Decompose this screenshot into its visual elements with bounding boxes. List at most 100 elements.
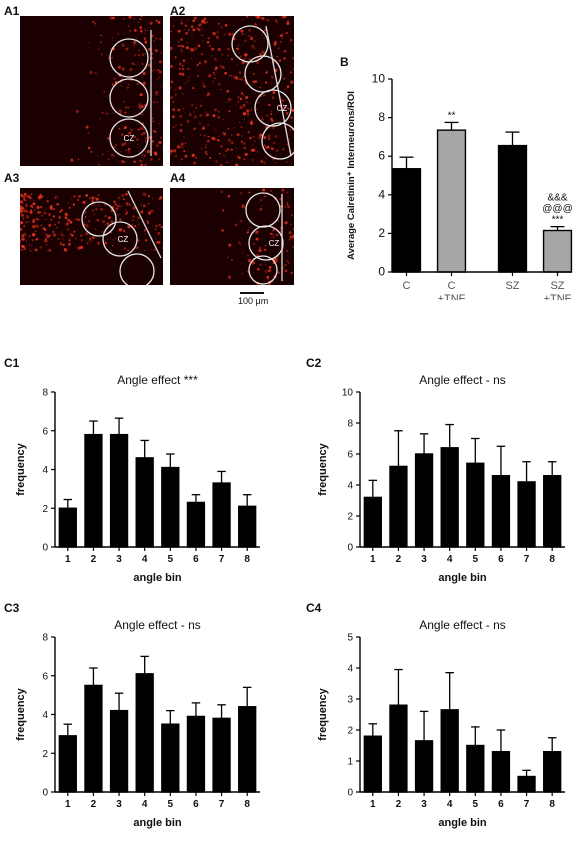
b-significance-label: ** bbox=[448, 110, 456, 121]
c3-bar bbox=[161, 723, 180, 793]
c4-xtick-label: 8 bbox=[549, 799, 555, 810]
c2-ytick-label: 6 bbox=[347, 450, 353, 461]
c4-bar bbox=[440, 709, 459, 793]
c4-bar bbox=[491, 750, 511, 793]
c1-ytick-label: 8 bbox=[42, 388, 48, 399]
c3-bar bbox=[84, 684, 103, 793]
c1-bar bbox=[238, 505, 257, 548]
b-xtick-label-line2: +TNF bbox=[438, 293, 466, 300]
c3-xtick-label: 3 bbox=[116, 799, 122, 810]
c1-ytick-label: 6 bbox=[42, 426, 48, 437]
c4-ytick-label: 2 bbox=[347, 726, 353, 737]
c2-ytick-label: 8 bbox=[347, 419, 353, 430]
c1-bar bbox=[84, 433, 103, 548]
c1-ytick-label: 0 bbox=[42, 543, 48, 554]
c1-xtick-label: 5 bbox=[168, 554, 174, 565]
panel-label-a4: A4 bbox=[170, 171, 186, 185]
c3-ytick-label: 6 bbox=[42, 671, 48, 682]
c1-title: Angle effect *** bbox=[117, 373, 198, 387]
panel-label-c3: C3 bbox=[4, 601, 20, 615]
c2-xlabel: angle bin bbox=[438, 572, 487, 584]
b-ytick-label: 4 bbox=[378, 187, 385, 201]
scale-bar-line bbox=[240, 292, 264, 294]
micrograph-a2: CZ bbox=[170, 16, 294, 166]
c1-xtick-label: 8 bbox=[244, 554, 250, 565]
c4-bar bbox=[517, 775, 536, 793]
c4-ytick-label: 1 bbox=[347, 757, 353, 768]
c3-bar bbox=[109, 709, 129, 793]
c4-bar bbox=[543, 750, 562, 793]
b-ylabel: Average Calretinin⁺ Interneurons/ROI bbox=[346, 91, 357, 260]
c2-xtick-label: 2 bbox=[396, 554, 402, 565]
b-bar bbox=[436, 129, 467, 273]
chart-c4: 0 1 2 3 4 5 1 2 3 4 5 6 7 8 Angle effect - ns angle bin… bbox=[317, 618, 565, 829]
c4-title: Angle effect - ns bbox=[419, 618, 506, 632]
roi-label-a2: CZ bbox=[277, 104, 288, 113]
c2-bar bbox=[517, 481, 536, 548]
c2-xtick-label: 7 bbox=[524, 554, 530, 565]
c3-xlabel: angle bin bbox=[133, 817, 182, 829]
c1-bar bbox=[135, 457, 154, 548]
b-ytick-label: 2 bbox=[378, 226, 385, 240]
c2-ytick-label: 0 bbox=[347, 543, 353, 554]
panel-label-a1: A1 bbox=[4, 4, 20, 18]
b-bar bbox=[497, 144, 528, 273]
c3-xtick-label: 6 bbox=[193, 799, 199, 810]
c2-ytick-label: 4 bbox=[347, 481, 353, 492]
c2-bar bbox=[543, 474, 562, 548]
c4-bar bbox=[389, 704, 408, 793]
panel-label-a2: A2 bbox=[170, 4, 186, 18]
c2-bar bbox=[466, 462, 485, 548]
c1-xtick-label: 2 bbox=[91, 554, 97, 565]
c4-bar bbox=[466, 744, 485, 793]
c1-bar bbox=[212, 482, 231, 548]
b-xtick-label: SZ bbox=[550, 280, 564, 292]
panel-label-a3: A3 bbox=[4, 171, 20, 185]
c2-xtick-label: 6 bbox=[498, 554, 504, 565]
c3-ytick-label: 8 bbox=[42, 633, 48, 644]
c4-xtick-label: 3 bbox=[421, 799, 427, 810]
panel-label-c1: C1 bbox=[4, 356, 20, 370]
b-ytick-label: 10 bbox=[372, 72, 386, 86]
c3-bar bbox=[58, 735, 77, 793]
c4-xtick-label: 6 bbox=[498, 799, 504, 810]
c2-ylabel: frequency bbox=[317, 442, 329, 495]
c3-title: Angle effect - ns bbox=[114, 618, 201, 632]
micrograph-a4-image: CZ bbox=[220, 188, 294, 285]
micrograph-a1-image: CZ bbox=[70, 16, 163, 166]
c2-xtick-label: 5 bbox=[473, 554, 479, 565]
c2-bar bbox=[491, 474, 511, 548]
c2-xtick-label: 8 bbox=[549, 554, 555, 565]
roi-label-a4: CZ bbox=[269, 239, 280, 248]
c2-bar bbox=[440, 447, 459, 548]
c1-bar bbox=[186, 501, 206, 548]
c2-ytick-label: 2 bbox=[347, 512, 353, 523]
b-xtick-label: C bbox=[403, 280, 411, 292]
panel-label-b: B bbox=[340, 55, 349, 69]
chart-c1: 0 2 4 6 8 1 2 3 4 5 6 7 8 Angle effect *** angle bin fr… bbox=[15, 373, 260, 584]
c3-ytick-label: 4 bbox=[42, 710, 48, 721]
b-significance-label: @@@ bbox=[542, 204, 572, 215]
c3-xtick-label: 4 bbox=[142, 799, 148, 810]
c4-bar bbox=[414, 740, 434, 793]
c3-bar bbox=[238, 706, 257, 793]
c3-bar bbox=[135, 673, 154, 793]
c2-bar bbox=[389, 465, 408, 548]
c2-xtick-label: 1 bbox=[370, 554, 376, 565]
c3-ylabel: frequency bbox=[15, 687, 27, 740]
b-ytick-label: 6 bbox=[378, 149, 385, 163]
chart-c3: 0 2 4 6 8 1 2 3 4 5 6 7 8 Angle effect - ns angle bin f… bbox=[15, 618, 260, 829]
c4-xtick-label: 5 bbox=[473, 799, 479, 810]
c4-ytick-label: 5 bbox=[347, 633, 353, 644]
b-xtick-label: C bbox=[448, 280, 456, 292]
c4-xtick-label: 1 bbox=[370, 799, 376, 810]
b-xtick-label-line2: +TNF bbox=[544, 293, 572, 300]
c2-bar bbox=[363, 496, 382, 548]
b-bar bbox=[542, 229, 573, 273]
c4-ytick-label: 0 bbox=[347, 788, 353, 799]
b-significance-label: &&& bbox=[547, 193, 567, 204]
micrograph-a3-image: CZ bbox=[20, 190, 163, 285]
c2-xtick-label: 4 bbox=[447, 554, 453, 565]
